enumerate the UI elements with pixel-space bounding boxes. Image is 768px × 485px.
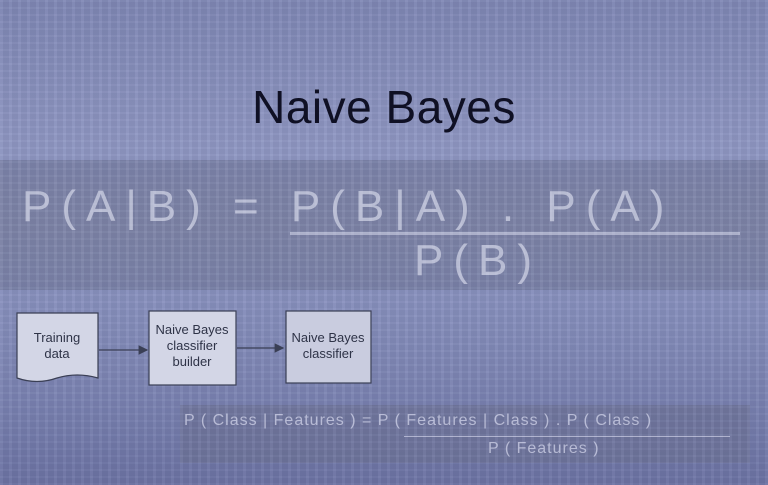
class-features-formula-fraction-bar	[404, 436, 730, 437]
background-band	[0, 160, 768, 290]
bayes-formula-fraction-bar	[290, 232, 740, 235]
background-band-lower	[180, 405, 750, 463]
builder-label-line1: Naive Bayes	[156, 322, 229, 337]
slide-title: Naive Bayes	[252, 81, 516, 133]
classifier-node: Naive Bayes classifier	[285, 310, 372, 384]
bayes-formula-denominator: P(B)	[414, 236, 542, 285]
class-features-formula-numerator: P ( Class | Features ) = P ( Features | …	[184, 412, 653, 429]
training-data-label-line2: data	[44, 346, 70, 361]
classifier-label-line2: classifier	[303, 346, 354, 361]
classifier-builder-node: Naive Bayes classifier builder	[148, 310, 237, 386]
classifier-label-line1: Naive Bayes	[292, 330, 365, 345]
builder-label-line2: classifier	[167, 338, 218, 353]
training-data-node: Training data	[16, 312, 99, 383]
training-data-label-line1: Training	[34, 330, 80, 345]
builder-label-line3: builder	[172, 354, 212, 369]
bayes-formula-numerator: P(A|B) = P(B|A) . P(A)	[22, 182, 675, 231]
class-features-formula-denominator: P ( Features )	[488, 440, 600, 457]
